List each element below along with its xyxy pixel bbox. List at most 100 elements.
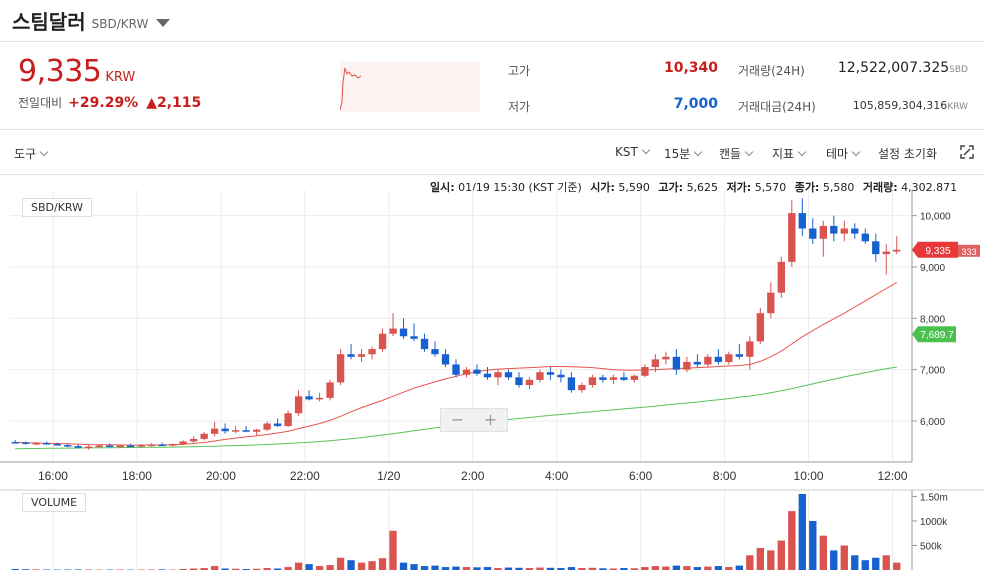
timezone-menu[interactable]: KST (615, 145, 651, 159)
volume-bar (683, 566, 691, 570)
volume-legend: VOLUME (22, 493, 87, 512)
candle-body (22, 442, 30, 444)
reset-settings-button[interactable]: 설정 초기화 (878, 147, 938, 161)
candle-body (74, 446, 82, 448)
volume-bar (284, 567, 292, 570)
candle-body (557, 374, 565, 378)
volume-bar (347, 560, 355, 570)
volume-bar (599, 568, 607, 570)
volume-bar (252, 568, 261, 570)
volume-bar (483, 567, 492, 570)
candle-body (620, 377, 628, 380)
volume-bar (861, 560, 869, 570)
candle-body (683, 361, 691, 370)
volume-bar (767, 550, 775, 570)
volume-bar (515, 567, 523, 570)
y-tick-label: 6,000 (920, 417, 945, 428)
volume-bar (399, 562, 408, 570)
candle-body (147, 444, 156, 447)
candle-body (242, 430, 250, 432)
candle-body (200, 433, 208, 439)
volume-bar (294, 562, 303, 570)
x-tick-label: 2:00 (461, 469, 485, 483)
candle-body (399, 328, 408, 337)
change-amount: ▲2,115 (146, 95, 202, 111)
volume-bar (672, 565, 681, 570)
candle-body (53, 444, 61, 446)
high-label: 고가 (508, 64, 531, 78)
candle-body (64, 445, 72, 447)
volume-bar (725, 567, 733, 570)
candle-body (441, 354, 450, 365)
volume-bar (494, 568, 502, 570)
zoom-out-button[interactable]: − (450, 410, 465, 429)
low-value: 7,000 (673, 96, 718, 112)
candle-body (693, 361, 702, 365)
candle-body (210, 428, 219, 434)
x-tick-label: 10:00 (794, 469, 824, 483)
volume-bar (315, 566, 324, 570)
volume-bar (221, 568, 229, 570)
ohlc-time-label: 일시: (430, 181, 455, 194)
candle-body (515, 377, 523, 386)
price-chart[interactable]: 16:00 18:00 20:00 22:00 1/20 2:00 4:00 6:00 8:00… (0, 190, 984, 570)
volume-bar (189, 568, 198, 570)
indicator-menu[interactable]: 지표 (772, 145, 807, 162)
volume-bar (620, 568, 628, 570)
theme-menu[interactable]: 테마 (826, 145, 861, 162)
amount-value: 105,859,304,316KRW (852, 99, 968, 112)
volume-bar (830, 550, 838, 570)
candle-body (578, 385, 586, 391)
coin-pair: SBD/KRW (91, 16, 149, 31)
y-tick-label: 9,000 (920, 263, 945, 274)
candle-body (347, 354, 355, 357)
candle-body (609, 377, 618, 380)
volume-bar (756, 547, 765, 570)
x-tick-label: 6:00 (629, 469, 653, 483)
volume-bar (200, 568, 208, 570)
candle-body (158, 444, 166, 447)
chart-type-menu[interactable]: 캔들 (719, 145, 754, 162)
ohlc-info: 일시: 01/19 15:30 (KST 기준) 시가: 5,590 고가: 5… (430, 179, 962, 195)
volume-bar (693, 567, 702, 570)
volume-bar (714, 566, 723, 570)
chevron-down-icon (694, 147, 703, 156)
candle-body (714, 356, 723, 362)
volume-bar (746, 555, 754, 570)
candle-body (861, 233, 869, 242)
candle-body (452, 364, 460, 375)
candle-body (462, 369, 471, 375)
volume-y-tick-label: 1000k (920, 517, 948, 528)
interval-menu[interactable]: 15분 (664, 145, 703, 162)
amount-label: 거래대금(24H) (738, 100, 816, 114)
candle-body (641, 367, 649, 376)
change-row: 전일대비 +29.29% ▲2,115 (18, 94, 201, 111)
last-price-tag (912, 241, 958, 258)
fullscreen-icon[interactable] (960, 145, 974, 159)
candle-body (179, 441, 187, 445)
candle-body (431, 349, 439, 355)
candle-body (32, 443, 40, 445)
candle-body (819, 225, 827, 239)
volume-value: 12,522,007.325SBD (837, 60, 968, 76)
candle-body (798, 213, 806, 229)
coin-select-dropdown-icon[interactable] (156, 18, 171, 27)
ohlc-volume-label: 거래량: (862, 181, 898, 194)
candle-body (588, 377, 597, 386)
volume-bar (557, 568, 565, 570)
high-value: 10,340 (663, 60, 718, 76)
candle-body (221, 428, 229, 432)
candle-body (662, 356, 670, 360)
volume-bar (368, 561, 376, 570)
candle-body (168, 444, 177, 446)
ohlc-open-value: 5,590 (618, 181, 650, 194)
volume-bar (452, 566, 460, 570)
tools-menu[interactable]: 도구 (14, 145, 49, 162)
volume-bar (462, 567, 471, 570)
candle-body (252, 429, 261, 432)
candle-body (536, 372, 544, 380)
candle-body (893, 249, 901, 252)
ohlc-open-label: 시가: (590, 181, 615, 194)
ohlc-high-label: 고가: (658, 181, 684, 194)
zoom-in-button[interactable]: + (483, 410, 498, 429)
